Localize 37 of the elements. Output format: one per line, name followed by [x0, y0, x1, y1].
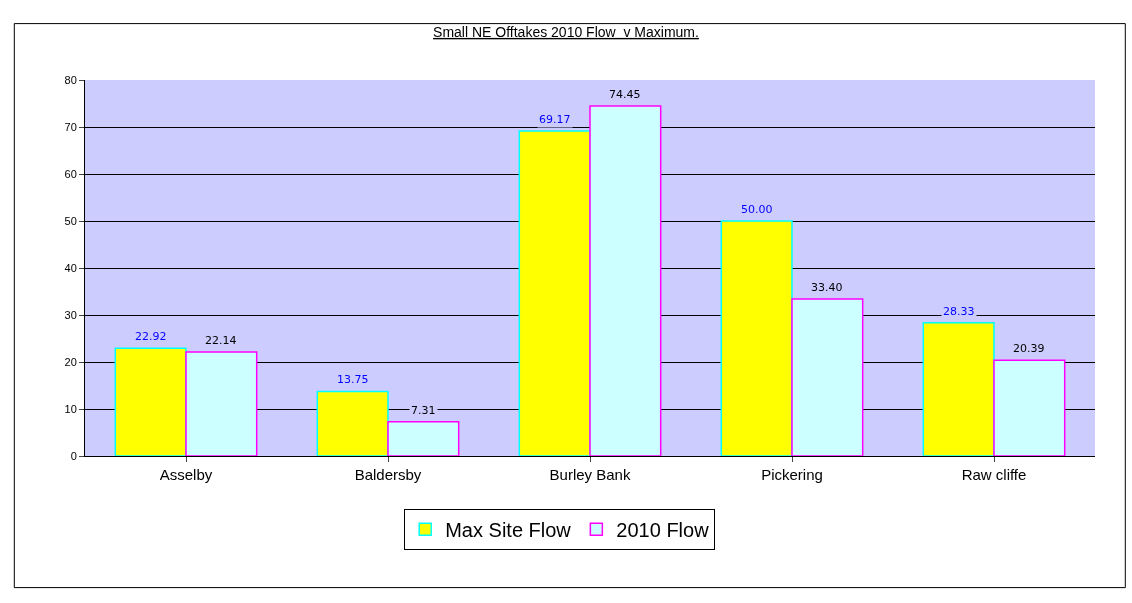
y-tick-label: 30: [64, 308, 77, 321]
bar: [316, 390, 389, 456]
data-label: 7.31: [411, 404, 436, 417]
bar: [114, 347, 187, 456]
data-label: 74.45: [609, 88, 641, 101]
data-label: 13.75: [337, 373, 369, 386]
x-tick-label: Baldersby: [354, 466, 422, 483]
x-tick-label: Raw cliffe: [961, 466, 1027, 483]
y-tick-label: 40: [64, 261, 77, 274]
data-label: 69.17: [539, 113, 571, 126]
y-tick-label: 50: [64, 214, 77, 227]
y-tick-label: 60: [64, 167, 77, 180]
data-label: 28.33: [943, 305, 975, 318]
chart-title: Small NE Offtakes 2010 Flow v Maximum.: [433, 23, 699, 40]
legend-label: Max Site Flow: [445, 518, 572, 541]
x-tick-label: Pickering: [761, 466, 823, 483]
y-tick-label: 70: [64, 120, 77, 133]
bar: [185, 351, 258, 456]
bar: [791, 298, 864, 456]
y-tick-label: 20: [64, 355, 77, 368]
data-label: 50.00: [741, 203, 773, 216]
bar: [720, 220, 793, 456]
x-tick-label: Burley Bank: [549, 466, 631, 483]
bar: [922, 322, 995, 456]
bar: [387, 420, 460, 456]
legend-label: 2010 Flow: [616, 518, 710, 541]
y-tick-label: 0: [70, 449, 77, 462]
data-label: 33.40: [811, 281, 843, 294]
data-label: 22.14: [205, 334, 237, 347]
data-label: 20.39: [1013, 342, 1045, 355]
bar: [993, 359, 1066, 456]
data-label: 22.92: [135, 330, 167, 343]
x-tick-label: Asselby: [159, 466, 213, 483]
bar: [518, 130, 591, 456]
bar: [589, 105, 662, 456]
y-tick-label: 80: [64, 73, 77, 86]
y-tick-label: 10: [64, 402, 77, 415]
